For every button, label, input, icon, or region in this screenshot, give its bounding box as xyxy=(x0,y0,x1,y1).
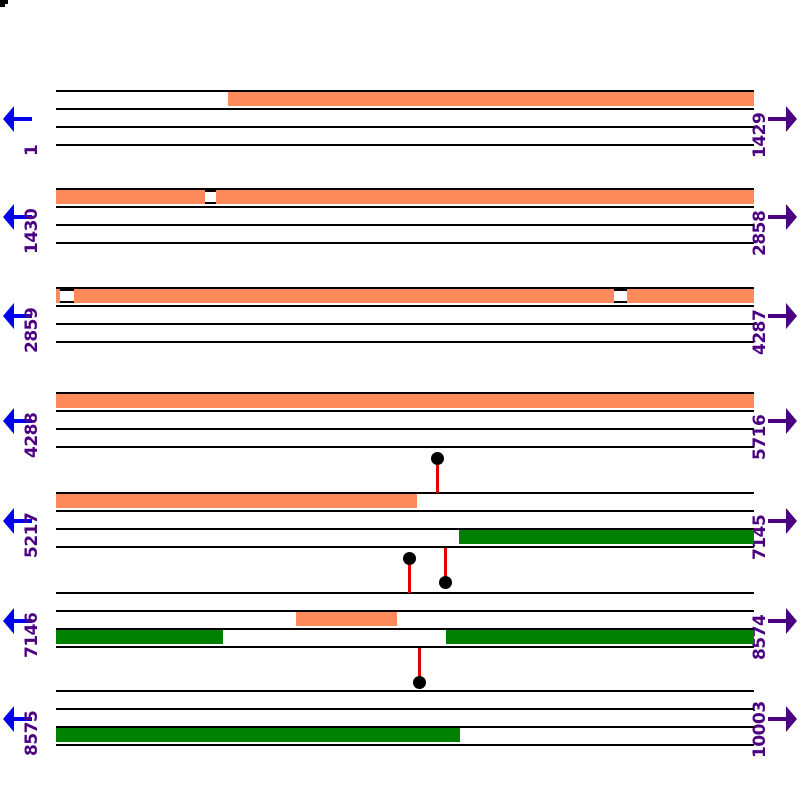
forward-orf-bar[interactable] xyxy=(56,190,754,204)
marker-stem xyxy=(444,548,447,576)
reverse-orf-bar[interactable] xyxy=(56,630,223,644)
frame-line-3 xyxy=(56,726,754,728)
row-start-coordinate: 1 xyxy=(22,144,42,156)
marker-stem xyxy=(418,648,421,676)
feature-marker[interactable] xyxy=(413,648,426,689)
feature-marker[interactable] xyxy=(403,552,416,593)
marker-head-icon[interactable] xyxy=(413,676,426,689)
feature-marker[interactable] xyxy=(431,452,444,493)
frame-line-1 xyxy=(56,188,754,190)
forward-strand-arrow-icon[interactable] xyxy=(764,202,798,232)
reverse-strand-arrow-icon[interactable] xyxy=(2,406,36,436)
frame-line-1 xyxy=(56,690,754,692)
frame-line-2 xyxy=(56,305,754,307)
frame-line-3 xyxy=(56,126,754,128)
marker-stem xyxy=(436,465,439,493)
frame-line-3 xyxy=(56,528,754,530)
frame-line-2 xyxy=(56,708,754,710)
frame-line-1 xyxy=(56,287,754,289)
frame-line-2 xyxy=(56,610,754,612)
orf-gap xyxy=(614,289,627,303)
frame-line-4 xyxy=(56,546,754,548)
forward-orf-bar[interactable] xyxy=(56,289,754,303)
frame-line-4 xyxy=(56,242,754,244)
forward-orf-bar[interactable] xyxy=(296,612,397,626)
row-start-coordinate: 8575 xyxy=(22,710,42,756)
marker-head-icon[interactable] xyxy=(403,552,416,565)
reverse-orf-bar[interactable] xyxy=(446,630,754,644)
frame-line-2 xyxy=(56,206,754,208)
frame-row: 2859 4287 xyxy=(0,287,800,355)
row-start-coordinate: 4288 xyxy=(22,412,42,458)
frame-track xyxy=(56,90,754,146)
frame-track xyxy=(56,188,754,244)
forward-strand-arrow-icon[interactable] xyxy=(764,104,798,134)
forward-strand-arrow-icon[interactable] xyxy=(764,506,798,536)
reverse-strand-arrow-icon[interactable] xyxy=(2,506,36,536)
frame-line-4 xyxy=(56,646,754,648)
marker-head-icon[interactable] xyxy=(431,452,444,465)
forward-orf-bar[interactable] xyxy=(228,92,754,106)
forward-strand-arrow-icon[interactable] xyxy=(764,406,798,436)
frame-track xyxy=(56,452,754,589)
frame-line-3 xyxy=(56,224,754,226)
reverse-strand-arrow-icon[interactable] xyxy=(2,104,36,134)
row-start-coordinate: 5217 xyxy=(22,512,42,558)
reverse-orf-bar[interactable] xyxy=(56,728,460,742)
orf-gap xyxy=(205,190,216,204)
reverse-orf-bar[interactable] xyxy=(459,530,754,544)
reverse-strand-arrow-icon[interactable] xyxy=(2,301,36,331)
frame-line-2 xyxy=(56,410,754,412)
forward-strand-arrow-icon[interactable] xyxy=(764,704,798,734)
frame-line-3 xyxy=(56,428,754,430)
frame-row: 1 1429 xyxy=(0,90,800,158)
row-start-coordinate: 2859 xyxy=(22,307,42,353)
frame-line-2 xyxy=(56,510,754,512)
frame-line-1 xyxy=(56,592,754,594)
forward-orf-bar[interactable] xyxy=(56,494,417,508)
frame-line-4 xyxy=(56,744,754,746)
reverse-strand-arrow-icon[interactable] xyxy=(2,202,36,232)
frame-line-2 xyxy=(56,108,754,110)
frame-row: 1430 2858 xyxy=(0,188,800,256)
frame-row: 4288 5716 xyxy=(0,392,800,460)
row-start-coordinate: 7146 xyxy=(22,612,42,658)
frame-track xyxy=(56,690,754,746)
frame-track xyxy=(56,392,754,448)
reverse-strand-arrow-icon[interactable] xyxy=(2,606,36,636)
frame-row: 7146 8574 xyxy=(0,552,800,689)
row-start-coordinate: 1430 xyxy=(22,208,42,254)
forward-strand-arrow-icon[interactable] xyxy=(764,606,798,636)
orf-gap xyxy=(60,289,74,303)
forward-strand-arrow-icon[interactable] xyxy=(764,301,798,331)
frame-line-1 xyxy=(56,392,754,394)
feature-marker[interactable] xyxy=(439,548,452,589)
frame-line-4 xyxy=(56,341,754,343)
forward-orf-bar[interactable] xyxy=(56,394,754,408)
marker-head-icon[interactable] xyxy=(439,576,452,589)
frame-track xyxy=(56,287,754,343)
frame-line-4 xyxy=(56,144,754,146)
frame-track xyxy=(56,552,754,689)
frame-row: 8575 10003 xyxy=(0,690,800,758)
frame-row: 5217 7145 xyxy=(0,452,800,589)
marker-stem xyxy=(408,565,411,593)
corner-artifact xyxy=(0,0,8,7)
frame-line-4 xyxy=(56,446,754,448)
frame-line-3 xyxy=(56,628,754,630)
reverse-strand-arrow-icon[interactable] xyxy=(2,704,36,734)
frame-line-1 xyxy=(56,90,754,92)
frame-line-3 xyxy=(56,323,754,325)
frame-line-1 xyxy=(56,492,754,494)
